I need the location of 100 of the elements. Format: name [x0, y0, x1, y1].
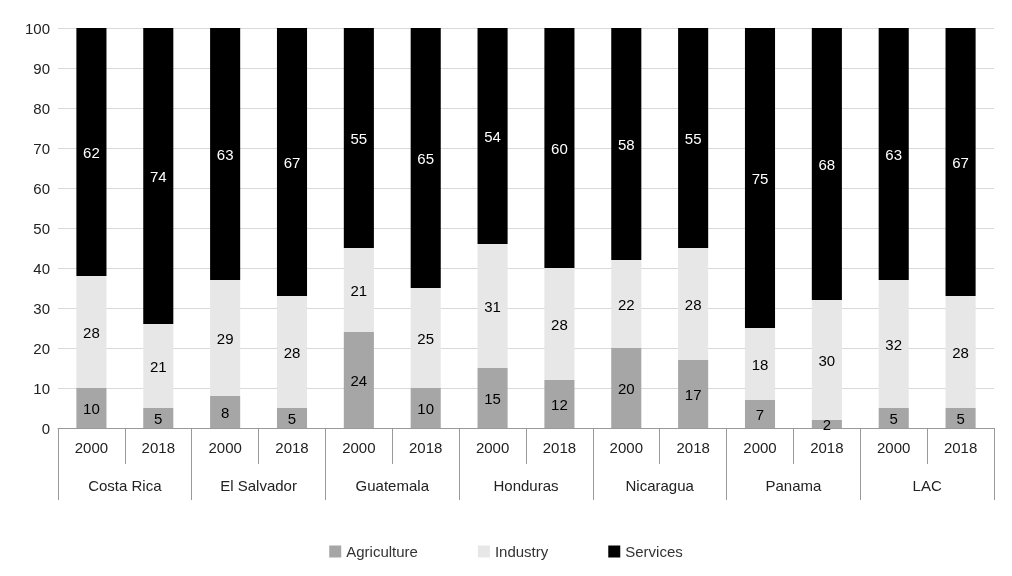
data-label: 67: [283, 153, 301, 171]
bar: [945, 296, 976, 408]
x-tick-label: 2018: [409, 439, 443, 456]
y-tick-label: 20: [33, 339, 50, 357]
bar: [410, 288, 441, 388]
x-tick-label: 2000: [74, 439, 109, 456]
bar: [343, 248, 374, 332]
bar: [210, 28, 241, 280]
data-label: 21: [350, 281, 368, 299]
data-label: 28: [283, 343, 301, 361]
legend-label: Services: [625, 543, 683, 560]
y-tick-label: 60: [33, 179, 50, 197]
data-label: 62: [83, 143, 100, 161]
text: Panama: [765, 477, 823, 494]
y-tick-label: 90: [33, 59, 50, 77]
bar: [744, 328, 776, 400]
data-label: 55: [350, 129, 368, 147]
x-tick-label: 2018: [943, 439, 978, 456]
bar: [76, 388, 107, 428]
data-label: 25: [417, 329, 435, 347]
bar: [544, 268, 575, 380]
data-label: 5: [889, 409, 898, 427]
bar: [878, 280, 909, 408]
bar: [878, 28, 909, 280]
x-tick-label: 2018: [275, 439, 309, 456]
text: Honduras: [493, 477, 559, 494]
bar: [945, 28, 976, 296]
text: Nicaragua: [625, 477, 695, 494]
x-tick-label: 2000: [877, 439, 911, 456]
y-tick-label: 30: [33, 299, 50, 317]
data-label: 65: [417, 149, 435, 167]
bar: [811, 300, 842, 420]
data-label: 17: [684, 385, 702, 403]
data-label: 29: [216, 329, 234, 347]
x-tick-label: 2000: [208, 439, 242, 456]
bar: [276, 28, 308, 296]
bar: [143, 28, 174, 324]
y-tick-label: 100: [24, 19, 50, 37]
data-label: 30: [818, 351, 836, 369]
bar: [477, 244, 508, 368]
bar: [477, 368, 508, 428]
x-tick-label: 2018: [141, 439, 175, 456]
bar: [410, 28, 441, 288]
bar: [276, 408, 308, 428]
data-label: 7: [755, 405, 765, 423]
data-label: 63: [216, 145, 234, 163]
y-tick-label: 40: [33, 259, 50, 277]
x-tick-label: 2018: [542, 439, 577, 456]
bar: [343, 28, 374, 248]
bar: [878, 408, 909, 428]
bar: [611, 348, 642, 428]
x-tick-label: 2000: [342, 439, 376, 456]
data-label: 32: [885, 335, 903, 353]
data-label: 28: [684, 295, 702, 313]
data-label: 12: [551, 395, 568, 413]
bar: [544, 380, 575, 428]
data-label: 5: [956, 409, 965, 427]
data-label: 75: [751, 169, 769, 187]
data-label: 5: [287, 409, 297, 427]
text: Guatemala: [355, 477, 430, 494]
y-tick-label: 80: [33, 99, 50, 117]
bar: [143, 408, 174, 428]
bar: [410, 388, 441, 428]
data-label: 21: [149, 357, 167, 375]
bar: [611, 260, 642, 348]
data-label: 20: [617, 379, 635, 397]
bar: [678, 360, 709, 428]
data-label: 10: [83, 399, 100, 417]
legend-label: Industry: [494, 543, 549, 560]
data-label: 28: [551, 315, 568, 333]
bar: [544, 28, 575, 268]
text: El Salvador: [220, 477, 297, 494]
bar: [210, 396, 241, 428]
bar: [76, 28, 107, 276]
bar: [143, 324, 174, 408]
data-label: 54: [484, 127, 501, 145]
bar: [210, 280, 241, 396]
data-label: 5: [154, 409, 163, 427]
data-label: 74: [149, 167, 167, 185]
y-tick-label: 50: [33, 219, 50, 237]
bar: [678, 28, 709, 248]
x-tick-label: 2018: [676, 439, 710, 456]
bar: [343, 332, 374, 428]
y-tick-label: 70: [33, 139, 50, 157]
data-label: 60: [551, 139, 568, 157]
bar: [611, 28, 642, 260]
data-label: 10: [417, 399, 435, 417]
y-tick-label: 0: [41, 419, 50, 437]
data-label: 31: [484, 297, 501, 315]
bar: [945, 408, 976, 428]
x-tick-label: 2000: [743, 439, 777, 456]
bar: [477, 28, 508, 244]
bar: [76, 276, 107, 388]
data-label: 22: [617, 295, 635, 313]
data-label: 18: [751, 355, 769, 373]
text: Costa Rica: [88, 477, 163, 494]
bar: [811, 28, 842, 300]
bar: [276, 296, 308, 408]
y-tick-label: 10: [33, 379, 50, 397]
data-label: 55: [684, 129, 702, 147]
